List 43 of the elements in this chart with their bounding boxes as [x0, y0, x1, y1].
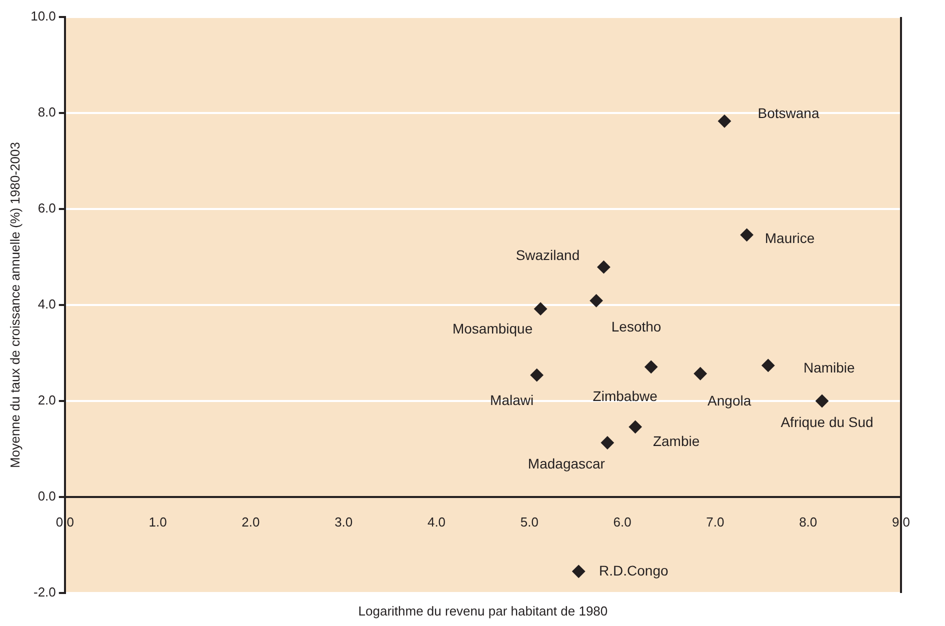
point	[816, 394, 829, 408]
annotation: Malawi	[490, 392, 534, 408]
annotation: Zimbabwe	[592, 388, 658, 404]
annotation: Zambie	[652, 432, 700, 449]
x-tick-label: 5.0	[520, 514, 538, 530]
x-tick-label: 6.0	[613, 514, 632, 530]
annotation: Maurice	[764, 230, 815, 246]
point	[572, 564, 586, 578]
point	[740, 228, 754, 242]
annotation: Angola	[708, 392, 752, 408]
point	[694, 367, 707, 380]
y-tick-label: 6.0	[38, 200, 56, 216]
y-axis-title: Moyenne du taux de croissance annuelle (%) 1980-2003	[7, 142, 22, 468]
annotation: Namibie	[803, 359, 856, 376]
x-axis-title: Logarithme du revenu par habitant de 1980	[358, 604, 608, 619]
x-tick-label: 4.0	[427, 514, 446, 530]
annotation: Swaziland	[516, 246, 580, 263]
point	[718, 114, 731, 128]
point	[600, 436, 614, 450]
y-tick-label: 2.0	[38, 392, 56, 408]
x-tick-label: 7.0	[706, 514, 724, 530]
point	[644, 360, 658, 374]
y-tick-label: 0.0	[38, 488, 56, 504]
annotation: Botswana	[758, 105, 820, 122]
y-tick-label: 4.0	[38, 296, 56, 312]
annotation: R.D.Congo	[599, 562, 668, 578]
point	[590, 294, 603, 308]
x-tick-label: 1.0	[148, 514, 167, 530]
x-tick-label: 2.0	[242, 514, 260, 530]
annotation: Afrique du Sud	[780, 414, 874, 430]
y-tick-label: -2.0	[33, 584, 56, 600]
y-tick-label: 10.0	[30, 8, 56, 24]
annotation: Mosambique	[452, 320, 533, 337]
annotation: Lesotho	[611, 318, 662, 335]
x-tick-label: 8.0	[799, 514, 818, 530]
point	[534, 302, 548, 316]
point	[597, 260, 610, 274]
y-tick-label: 8.0	[38, 104, 56, 120]
point	[628, 420, 642, 434]
point	[762, 358, 775, 372]
x-tick-label: 3.0	[334, 514, 353, 530]
annotation: Madagascar	[528, 456, 606, 472]
point	[530, 368, 544, 382]
